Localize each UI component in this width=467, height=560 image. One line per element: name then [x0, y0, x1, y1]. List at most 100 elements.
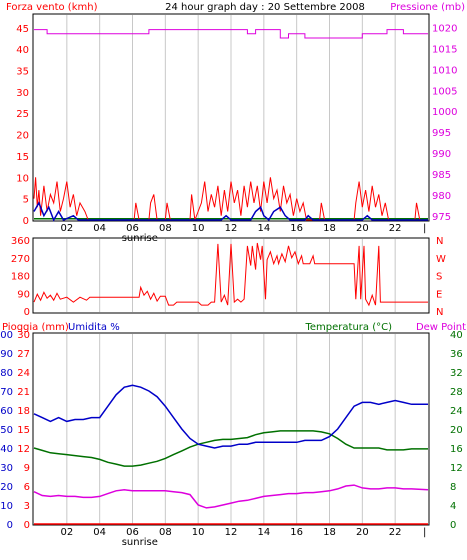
x-tick-label: 08 — [159, 223, 172, 234]
wind-speed-line — [33, 177, 428, 221]
pressure-tick-label: 990 — [432, 149, 451, 160]
temperature-tick-label: 4 — [450, 501, 456, 512]
x-tick-label: 18 — [323, 527, 336, 538]
temperature-axis-title: Temperatura (°C) — [304, 322, 392, 333]
humidity-axis-title: Umidita % — [68, 322, 120, 333]
panel-2-series — [33, 242, 428, 307]
compass-tick-label: N — [436, 236, 443, 247]
wind-tick-label: 35 — [16, 67, 29, 78]
wind-tick-label: 25 — [16, 109, 29, 120]
wind-tick-label: 0 — [23, 216, 29, 227]
rain-tick-label: 0 — [24, 520, 30, 531]
pressure-tick-label: 980 — [432, 191, 451, 202]
humidity-tick-label: 30 — [0, 463, 13, 474]
humidity-tick-label: 40 — [0, 444, 13, 455]
rain-tick-label: 18 — [17, 406, 30, 417]
x-tick-label: 14 — [257, 527, 270, 538]
x-tick-end-mark: | — [423, 223, 426, 234]
temperature-tick-label: 12 — [450, 463, 463, 474]
temperature-tick-label: 24 — [450, 406, 463, 417]
pressure-tick-label: 1000 — [432, 107, 457, 118]
dewpoint-axis-title: Dew Point — [416, 322, 466, 333]
pressure-line — [34, 29, 428, 39]
compass-tick-label: W — [436, 254, 446, 265]
pressure-axis-title: Pressione (mb) — [390, 2, 465, 13]
rain-tick-label: 27 — [17, 349, 30, 360]
pressure-tick-label: 985 — [432, 170, 451, 181]
panel-2-axes: 0 N 90 E 180 S 270 W 360 N — [11, 236, 446, 318]
x-tick-label: 06 — [126, 527, 139, 538]
pressure-tick-label: 1005 — [432, 86, 457, 97]
x-tick-label: 22 — [389, 527, 402, 538]
rain-tick-label: 3 — [24, 501, 30, 512]
temperature-tick-label: 20 — [450, 425, 463, 436]
wind-tick-label: 5 — [23, 195, 29, 206]
x-tick-label: 16 — [290, 223, 303, 234]
humidity-tick-label: 20 — [0, 482, 13, 493]
temperature-tick-label: 8 — [450, 482, 456, 493]
sunrise-label: sunrise — [122, 537, 158, 548]
x-tick-label: 14 — [257, 223, 270, 234]
compass-tick-label: S — [436, 272, 442, 283]
x-tick-label: 20 — [356, 527, 369, 538]
temperature-tick-label: 16 — [450, 444, 463, 455]
temperature-tick-label: 28 — [450, 387, 463, 398]
x-tick-label: 08 — [159, 527, 172, 538]
x-tick-label: 04 — [93, 527, 106, 538]
panel-1-series — [33, 29, 428, 222]
temperature-tick-label: 40 — [450, 330, 463, 341]
rain-tick-label: 30 — [17, 330, 30, 341]
rain-tick-label: 6 — [24, 482, 30, 493]
x-tick-label: 20 — [356, 223, 369, 234]
pressure-tick-label: 1015 — [432, 44, 457, 55]
x-tick-label: 04 — [93, 223, 106, 234]
humidity-tick-label: 100 — [0, 330, 13, 341]
humidity-tick-label: 80 — [0, 368, 13, 379]
humidity-tick-label: 90 — [0, 349, 13, 360]
x-tick-label: 02 — [60, 223, 73, 234]
rain-tick-label: 12 — [17, 444, 30, 455]
chart-title: 24 hour graph day : 20 Settembre 2008 — [165, 2, 365, 13]
x-tick-label: 18 — [323, 223, 336, 234]
humidity-line — [33, 384, 428, 449]
wind-direction-line — [33, 242, 428, 307]
wind-tick-label: 15 — [16, 152, 29, 163]
panel-3-series — [33, 384, 429, 525]
x-tick-label: 12 — [225, 527, 238, 538]
wind-tick-label: 30 — [16, 88, 29, 99]
x-tick-label: 10 — [192, 223, 205, 234]
x-tick-label: 12 — [225, 223, 238, 234]
x-tick-label: 10 — [192, 527, 205, 538]
direction-tick-label: 270 — [11, 254, 30, 265]
wind-tick-label: 10 — [16, 173, 29, 184]
pressure-tick-label: 995 — [432, 128, 451, 139]
pressure-tick-label: 975 — [432, 212, 451, 223]
panel-1-axes: 02 04 06 08 10 12 14 16 18 20 22 |sunrise0510152025… — [16, 24, 457, 244]
sunrise-label: sunrise — [122, 233, 158, 244]
rain-axis-title: Pioggia (mm) — [2, 322, 69, 333]
panel-3-grid — [66, 334, 396, 524]
panel-1-grid — [66, 15, 396, 220]
wind-tick-label: 40 — [16, 45, 29, 56]
rain-tick-label: 15 — [17, 425, 30, 436]
direction-tick-label: 90 — [17, 289, 30, 300]
x-tick-label: 02 — [60, 527, 73, 538]
wind-direction-panel — [32, 237, 430, 314]
temperature-tick-label: 32 — [450, 368, 463, 379]
humidity-tick-label: 0 — [7, 520, 13, 531]
humidity-tick-label: 10 — [0, 501, 13, 512]
rain-tick-label: 24 — [17, 368, 30, 379]
temperature-tick-label: 0 — [450, 520, 456, 531]
rain-tick-label: 21 — [17, 387, 30, 398]
direction-tick-label: 180 — [11, 272, 30, 283]
wind-average-line — [33, 201, 428, 222]
pressure-tick-label: 1010 — [432, 65, 457, 76]
pressure-tick-label: 1020 — [432, 24, 457, 35]
compass-tick-label: N — [436, 307, 443, 318]
wind-pressure-panel — [32, 13, 430, 222]
compass-tick-label: E — [436, 289, 442, 300]
humidity-tick-label: 70 — [0, 387, 13, 398]
